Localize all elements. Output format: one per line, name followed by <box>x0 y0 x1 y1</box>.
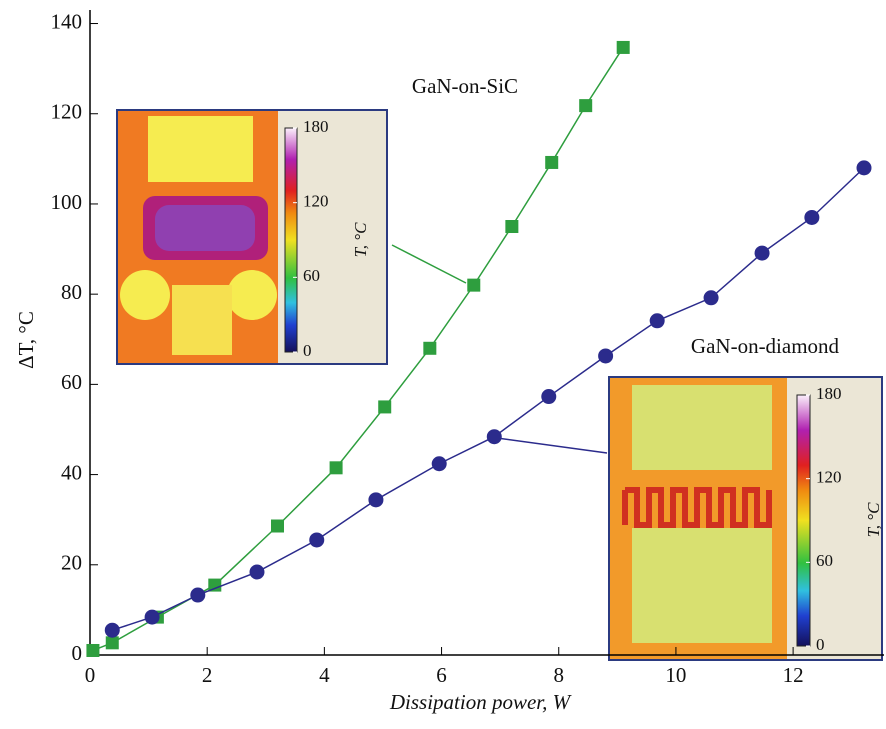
marker <box>541 389 556 404</box>
marker <box>755 246 770 261</box>
marker <box>105 623 120 638</box>
colorbar-title: T, °C <box>351 222 370 257</box>
colorbar-tick-label: 0 <box>303 341 312 360</box>
x-tick-label: 4 <box>319 663 330 687</box>
x-tick-label: 10 <box>665 663 686 687</box>
colorbar-tick-label: 180 <box>816 384 842 403</box>
thermal-pad <box>120 270 170 320</box>
colorbar-tick-label: 60 <box>816 551 833 570</box>
leader-line <box>392 245 466 283</box>
x-tick-label: 6 <box>436 663 447 687</box>
y-tick-label: 100 <box>51 190 83 214</box>
colorbar-tick-label: 120 <box>303 192 329 211</box>
marker <box>704 290 719 305</box>
series-label: GaN-on-diamond <box>691 334 840 358</box>
y-tick-label: 140 <box>51 9 83 33</box>
x-axis-title: Dissipation power, W <box>389 690 573 714</box>
colorbar <box>797 395 810 646</box>
thermal-pad <box>632 385 772 470</box>
x-tick-label: 8 <box>553 663 564 687</box>
insets <box>117 110 882 660</box>
marker <box>145 610 160 625</box>
series-label: GaN-on-SiC <box>412 74 518 98</box>
marker <box>804 210 819 225</box>
colorbar-tick-label: 0 <box>816 635 825 654</box>
thermal-pad <box>632 528 772 643</box>
marker <box>505 220 518 233</box>
marker <box>106 636 119 649</box>
x-tick-label: 0 <box>85 663 96 687</box>
marker <box>432 456 447 471</box>
thermal-pad <box>172 285 232 355</box>
colorbar-tick-label: 60 <box>303 266 320 285</box>
thermal-pad <box>148 116 253 182</box>
marker <box>423 342 436 355</box>
thermal-hotspot <box>625 490 769 525</box>
marker <box>330 461 343 474</box>
marker <box>617 41 630 54</box>
marker <box>579 99 592 112</box>
thermal-hotspot <box>155 205 255 251</box>
marker <box>249 565 264 580</box>
y-tick-label: 20 <box>61 551 82 575</box>
y-tick-label: 80 <box>61 280 82 304</box>
colorbar-tick-label: 180 <box>303 117 329 136</box>
marker <box>467 279 480 292</box>
marker <box>309 532 324 547</box>
marker <box>857 160 872 175</box>
marker <box>487 429 502 444</box>
x-tick-label: 2 <box>202 663 213 687</box>
x-tick-label: 12 <box>783 663 804 687</box>
colorbar <box>285 128 297 352</box>
y-tick-label: 60 <box>61 370 82 394</box>
marker <box>368 492 383 507</box>
thermal-pad <box>227 270 277 320</box>
y-tick-label: 40 <box>61 460 82 484</box>
y-tick-label: 0 <box>72 641 83 665</box>
marker <box>650 313 665 328</box>
chart: Dissipation power, W ΔT, °C 024681012020… <box>0 0 886 724</box>
marker <box>598 348 613 363</box>
marker <box>271 520 284 533</box>
colorbar-title: T, °C <box>864 502 883 537</box>
marker <box>378 400 391 413</box>
marker <box>190 588 205 603</box>
y-tick-label: 120 <box>51 100 83 124</box>
leader-line <box>497 438 607 453</box>
colorbar-tick-label: 120 <box>816 468 842 487</box>
marker <box>86 644 99 657</box>
marker <box>545 156 558 169</box>
y-axis-title: ΔT, °C <box>14 311 38 369</box>
